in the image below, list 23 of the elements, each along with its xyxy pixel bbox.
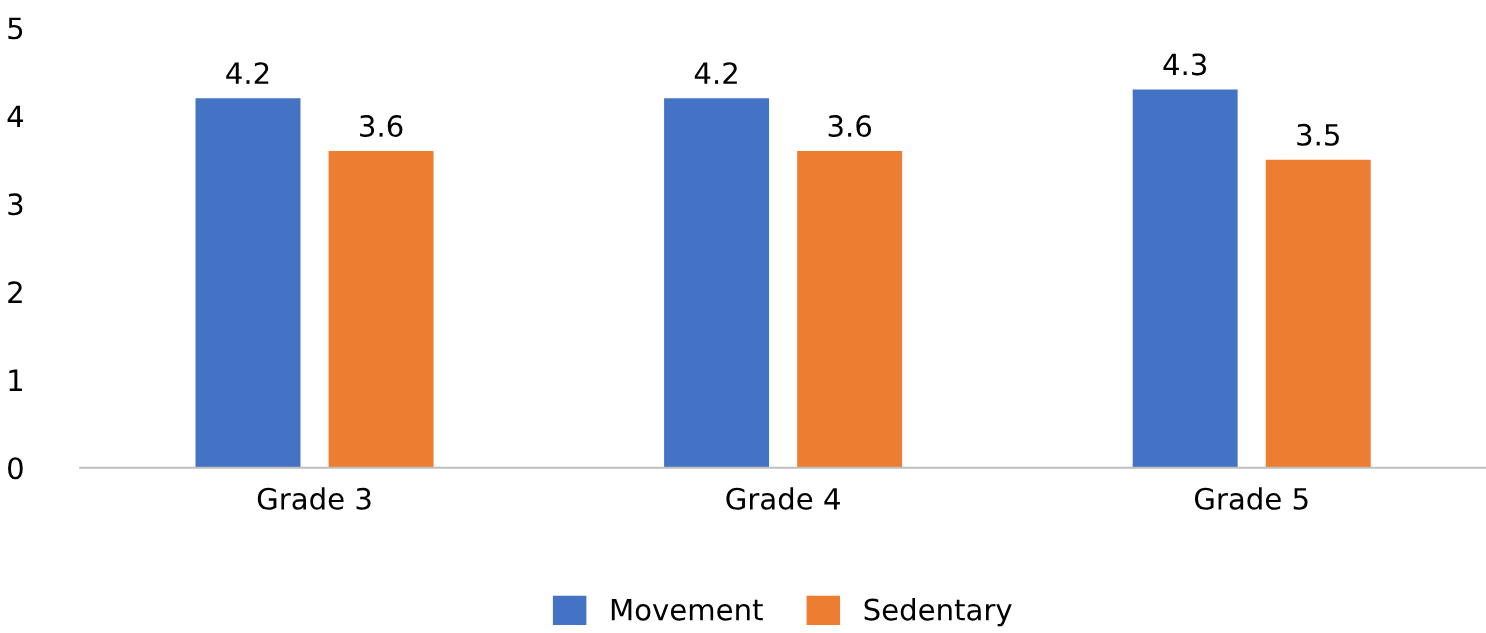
y-tick-label: 0	[8, 457, 23, 480]
y-tick-label: 3	[8, 193, 23, 216]
bar	[1265, 159, 1371, 468]
y-tick-label: 1	[9, 369, 22, 391]
legend-label: Movement	[611, 598, 763, 621]
y-tick-label: 2	[8, 281, 22, 303]
data-label: 3.5	[1297, 123, 1339, 146]
y-tick-label: 4	[7, 105, 24, 127]
y-tick-label: 5	[8, 17, 23, 40]
bar	[195, 98, 301, 468]
data-label: 4.2	[694, 62, 737, 84]
x-tick-label: Grade 5	[1194, 487, 1308, 510]
x-tick-label: Grade 3	[257, 487, 371, 510]
bar	[1132, 89, 1238, 468]
bar	[328, 151, 434, 468]
data-label: 4.3	[1163, 53, 1207, 76]
x-tick-label: Grade 4	[726, 487, 840, 510]
data-label: 3.6	[828, 114, 872, 138]
bar	[664, 98, 770, 468]
bar	[797, 151, 903, 468]
data-label: 4.2	[226, 62, 269, 84]
data-label: 3.6	[360, 114, 403, 138]
legend-label: Sedentary	[864, 598, 1012, 627]
